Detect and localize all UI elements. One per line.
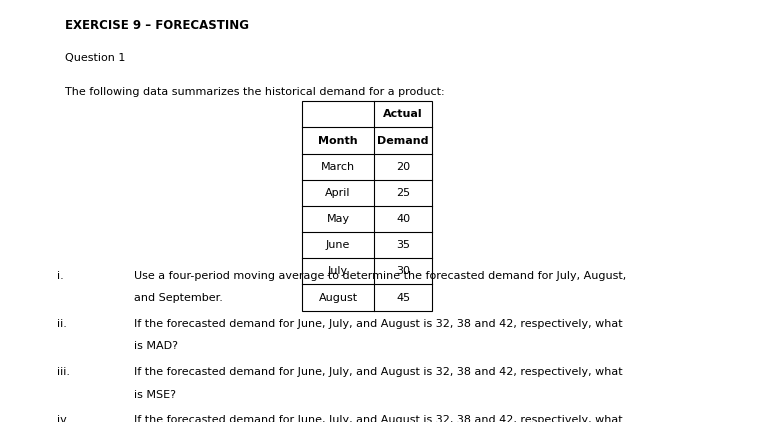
Text: If the forecasted demand for June, July, and August is 32, 38 and 42, respective: If the forecasted demand for June, July,… — [134, 415, 623, 422]
Text: Month: Month — [319, 135, 358, 146]
Text: Question 1: Question 1 — [65, 53, 125, 63]
Text: 20: 20 — [396, 162, 410, 172]
Text: May: May — [326, 214, 350, 224]
Text: 25: 25 — [396, 188, 410, 198]
Text: If the forecasted demand for June, July, and August is 32, 38 and 42, respective: If the forecasted demand for June, July,… — [134, 319, 623, 329]
Text: 35: 35 — [396, 240, 410, 250]
Text: August: August — [319, 292, 358, 303]
Text: is MAD?: is MAD? — [134, 341, 178, 352]
Text: The following data summarizes the historical demand for a product:: The following data summarizes the histor… — [65, 87, 445, 97]
Text: is MSE?: is MSE? — [134, 390, 176, 400]
Text: July: July — [328, 266, 348, 276]
Text: and September.: and September. — [134, 293, 222, 303]
Text: iv.: iv. — [57, 415, 70, 422]
Text: If the forecasted demand for June, July, and August is 32, 38 and 42, respective: If the forecasted demand for June, July,… — [134, 367, 623, 377]
Text: April: April — [325, 188, 351, 198]
Text: March: March — [321, 162, 355, 172]
Text: 45: 45 — [396, 292, 410, 303]
Text: iii.: iii. — [57, 367, 70, 377]
Text: ii.: ii. — [57, 319, 67, 329]
Text: Demand: Demand — [377, 135, 429, 146]
Text: EXERCISE 9 – FORECASTING: EXERCISE 9 – FORECASTING — [65, 19, 249, 32]
Text: 40: 40 — [396, 214, 410, 224]
Text: 30: 30 — [396, 266, 410, 276]
Text: June: June — [326, 240, 350, 250]
Text: i.: i. — [57, 271, 64, 281]
Text: Use a four-period moving average to determine the forecasted demand for July, Au: Use a four-period moving average to dete… — [134, 271, 626, 281]
Text: Actual: Actual — [384, 109, 422, 119]
